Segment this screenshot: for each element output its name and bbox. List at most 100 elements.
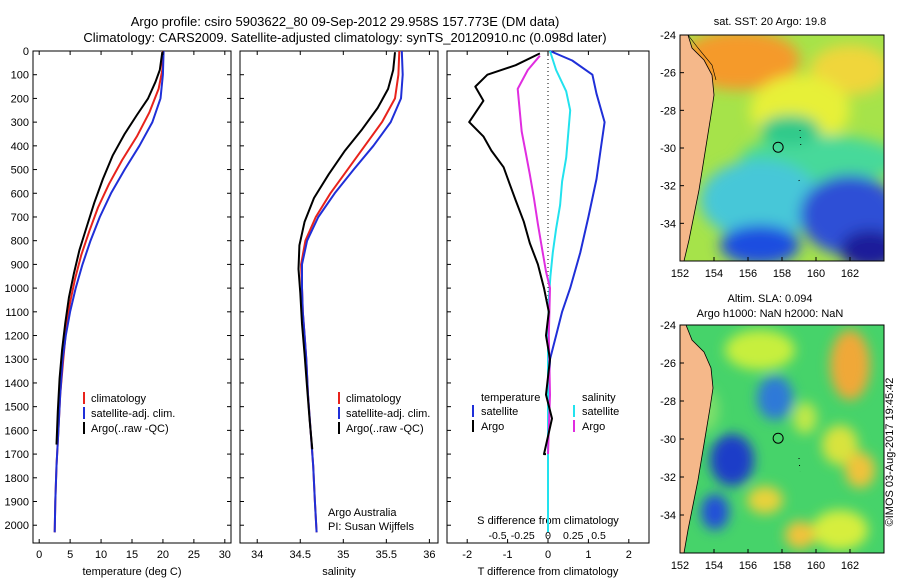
salinity-xtick-label: 35 xyxy=(337,549,349,561)
sst_map-ytick-label: -26 xyxy=(660,68,676,80)
temperature-xtick-label: 30 xyxy=(219,549,231,561)
sst_map-xtick-label: 160 xyxy=(807,268,825,280)
depth-tick-label: 100 xyxy=(11,70,29,82)
sla-map-title-1: Altim. SLA: 0.094 xyxy=(728,293,813,305)
temperature-series-argo-raw-qc- xyxy=(55,52,164,445)
sst_map-ytick-label: -32 xyxy=(660,181,676,193)
difference-xtick-label: -1 xyxy=(503,549,513,561)
salinity-series-climatology xyxy=(300,50,401,533)
salinity-xtick-label: 36 xyxy=(423,549,435,561)
sla_map-ytick-label: -34 xyxy=(660,510,676,522)
sst_map-ytick-label: -24 xyxy=(660,30,676,42)
salinity-legend-climatology: climatology xyxy=(346,393,402,405)
difference-s-tick-label: -0.25 xyxy=(511,530,535,542)
sla-map: Altim. SLA: 0.094 Argo h1000: NaN h2000:… xyxy=(679,293,885,554)
sla_map-xtick-label: 152 xyxy=(671,560,689,572)
salinity-legend-argo: Argo(..raw -QC) xyxy=(346,423,424,435)
temperature-legend-satellite: satellite-adj. clim. xyxy=(91,408,175,420)
sla-argo-marker xyxy=(772,432,784,444)
sla_map-xtick-label: 156 xyxy=(739,560,757,572)
temperature-xtick-label: 0 xyxy=(36,549,42,561)
sst_map-ytick-label: -28 xyxy=(660,105,676,117)
depth-tick-label: 2000 xyxy=(5,520,29,532)
difference-legend: temperature satellite Argo salinity sate… xyxy=(472,392,619,433)
depth-tick-label: 0 xyxy=(23,46,29,58)
sla_map-xtick-label: 162 xyxy=(841,560,859,572)
depth-tick-label: 700 xyxy=(11,212,29,224)
depth-tick-label: 200 xyxy=(11,93,29,105)
salinity-xlabel: salinity xyxy=(322,566,356,578)
salinity-xtick-label: 35.5 xyxy=(376,549,397,561)
sst_map-ytick-label: -34 xyxy=(660,218,676,230)
diff-legend-salinity: salinity xyxy=(582,392,616,404)
sst_map-xtick-label: 154 xyxy=(705,268,723,280)
difference-s-tick-label: -0.5 xyxy=(488,530,506,542)
depth-tick-label: 1700 xyxy=(5,449,29,461)
difference-xtick-label: 2 xyxy=(626,549,632,561)
temperature-xlabel: temperature (deg C) xyxy=(82,566,181,578)
depth-tick-label: 1900 xyxy=(5,497,29,509)
temperature-xtick-label: 5 xyxy=(67,549,73,561)
sla_map-ytick-label: -26 xyxy=(660,358,676,370)
depth-tick-label: 1400 xyxy=(5,378,29,390)
difference-s-tick-label: 0.5 xyxy=(591,530,606,542)
imos-timestamp: ©IMOS 03-Aug-2017 19:45:42 xyxy=(884,378,896,527)
sst-map: sat. SST: 20 Argo: 19.8 xyxy=(679,16,885,262)
difference-series-t-satellite xyxy=(547,50,606,533)
difference-xtick-label: 0 xyxy=(545,549,551,561)
header-line-2: Climatology: CARS2009. Satellite-adjuste… xyxy=(83,30,606,45)
diff-legend-t-argo: Argo xyxy=(481,421,504,433)
depth-tick-label: 1800 xyxy=(5,473,29,485)
difference-series-s-argo xyxy=(516,55,551,455)
temperature-legend-climatology: climatology xyxy=(91,393,147,405)
temperature-xtick-label: 25 xyxy=(188,549,200,561)
depth-tick-label: 1600 xyxy=(5,425,29,437)
salinity-series-satellite-adj-clim- xyxy=(301,50,404,533)
salinity-xtick-label: 34 xyxy=(251,549,263,561)
difference-s-tick-label: 0.25 xyxy=(563,530,584,542)
difference-series-t-argo xyxy=(468,52,553,456)
difference-xlabel: T difference from climatology xyxy=(478,566,619,578)
salinity-annotation-2: PI: Susan Wijffels xyxy=(328,521,414,533)
difference-series-s-satellite xyxy=(547,50,572,533)
sst_map-ytick-label: -30 xyxy=(660,143,676,155)
sla_map-xtick-label: 158 xyxy=(773,560,791,572)
temperature-legend: climatology satellite-adj. clim. Argo(..… xyxy=(83,392,175,435)
temperature-series-satellite-adj-clim- xyxy=(53,50,165,533)
diff-legend-temperature: temperature xyxy=(481,392,540,404)
depth-tick-label: 400 xyxy=(11,141,29,153)
difference-xtick-label: 1 xyxy=(585,549,591,561)
sla_map-xtick-label: 160 xyxy=(807,560,825,572)
temperature-xtick-label: 10 xyxy=(95,549,107,561)
sst_map-xtick-label: 156 xyxy=(739,268,757,280)
sla_map-ytick-label: -24 xyxy=(660,320,676,332)
temperature-legend-argo: Argo(..raw -QC) xyxy=(91,423,169,435)
sst_map-xtick-label: 162 xyxy=(841,268,859,280)
salinity-series-argo-raw-qc- xyxy=(297,52,396,450)
salinity-plot-frame xyxy=(239,50,439,544)
depth-tick-label: 900 xyxy=(11,259,29,271)
temperature-xtick-label: 20 xyxy=(157,549,169,561)
depth-tick-label: 1000 xyxy=(5,283,29,295)
depth-tick-label: 1500 xyxy=(5,402,29,414)
depth-tick-label: 600 xyxy=(11,188,29,200)
difference-s-tick-label: 0 xyxy=(545,530,551,542)
salinity-legend-satellite: satellite-adj. clim. xyxy=(346,408,430,420)
sla_map-xtick-label: 154 xyxy=(705,560,723,572)
depth-tick-label: 500 xyxy=(11,165,29,177)
chart-marks: 0 5 10 15 20 25 300100200300400500600700800900… xyxy=(5,30,860,572)
depth-tick-label: 1100 xyxy=(5,307,29,319)
diff-legend-s-satellite: satellite xyxy=(582,406,619,418)
depth-tick-label: 1300 xyxy=(5,354,29,366)
temperature-xtick-label: 15 xyxy=(126,549,138,561)
sla_map-ytick-label: -30 xyxy=(660,434,676,446)
temperature-plot-frame xyxy=(32,50,232,544)
sst-argo-marker xyxy=(772,141,784,153)
sla_map-ytick-label: -32 xyxy=(660,472,676,484)
salinity-xtick-label: 34.5 xyxy=(290,549,311,561)
sla-land xyxy=(680,325,714,553)
salinity-annotation-1: Argo Australia xyxy=(328,507,397,519)
sst-land xyxy=(680,35,715,261)
difference-xtick-label: -2 xyxy=(462,549,472,561)
